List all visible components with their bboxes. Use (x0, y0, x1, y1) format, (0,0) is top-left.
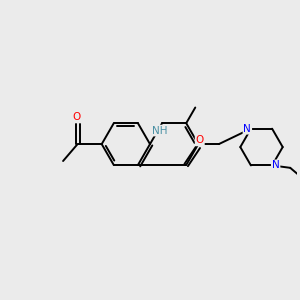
Text: N: N (244, 124, 251, 134)
Text: O: O (72, 112, 80, 122)
Text: N: N (272, 160, 280, 170)
Text: O: O (196, 135, 204, 146)
Text: NH: NH (152, 126, 167, 136)
